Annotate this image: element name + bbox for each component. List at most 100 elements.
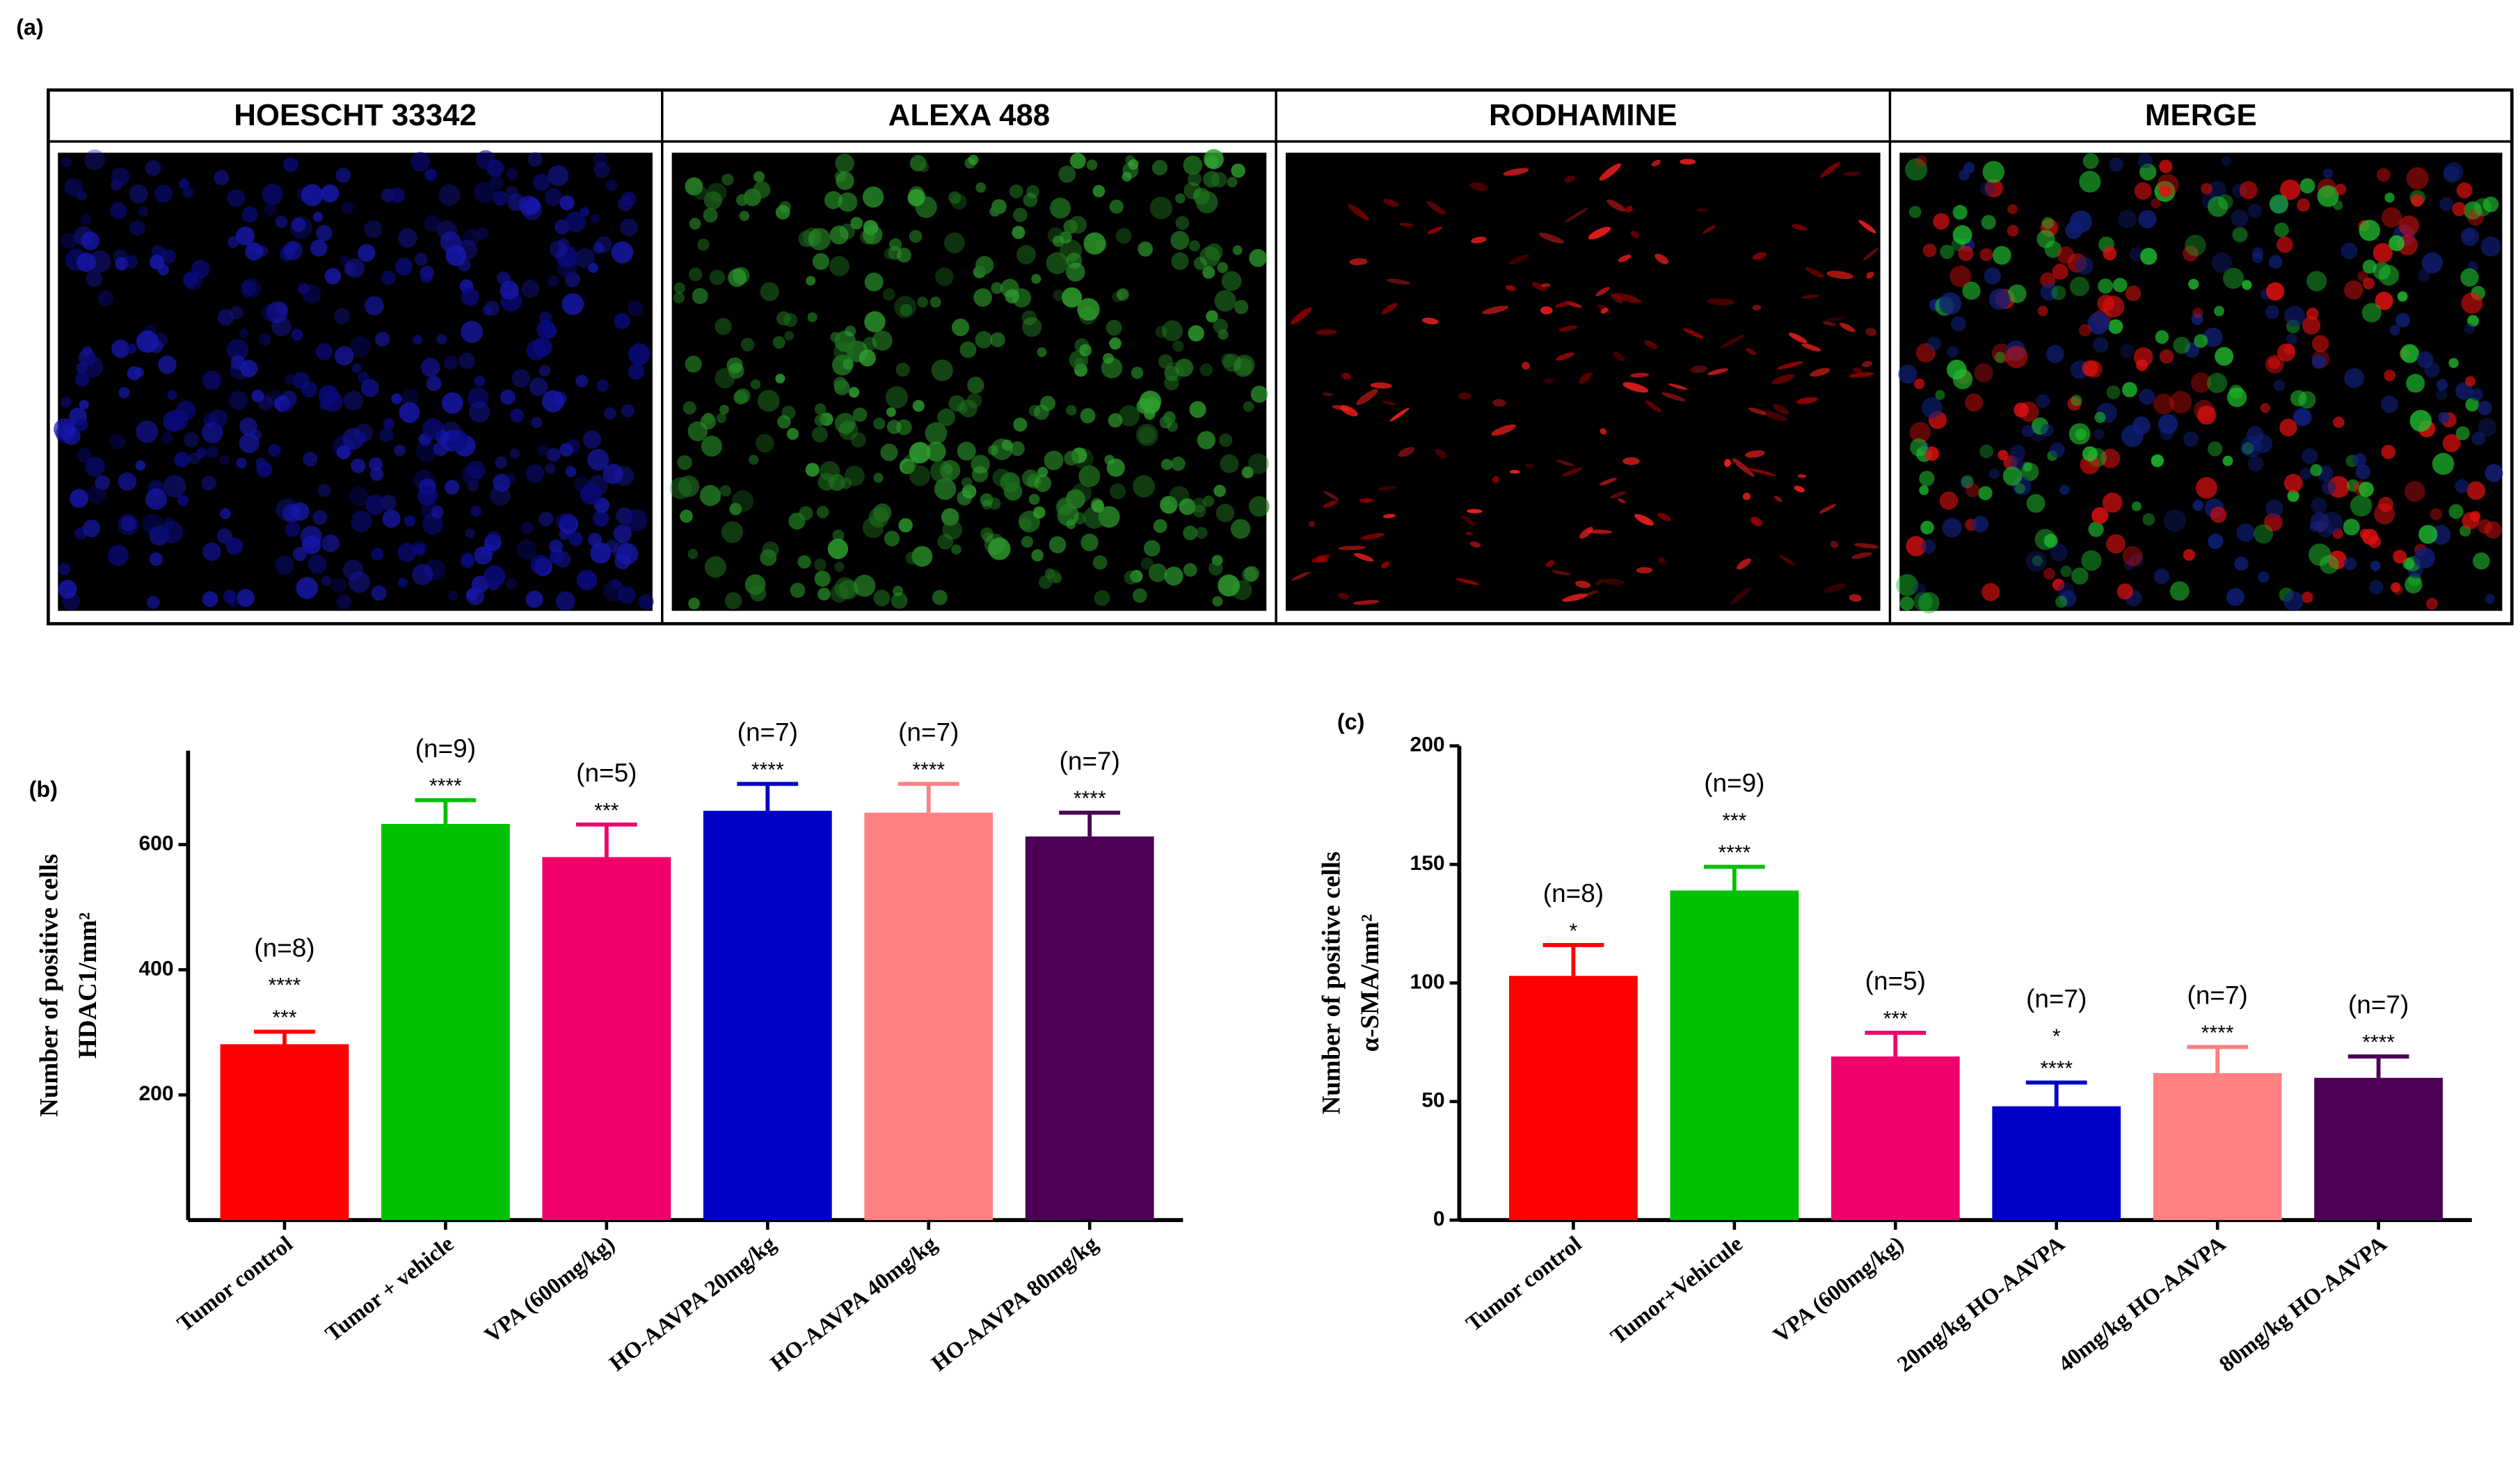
cell bbox=[760, 549, 777, 566]
bar bbox=[1670, 890, 1799, 1221]
cell bbox=[2118, 209, 2137, 229]
cell bbox=[843, 358, 854, 370]
cell bbox=[2464, 323, 2475, 335]
cell bbox=[2406, 167, 2429, 190]
cell bbox=[77, 253, 96, 272]
cell bbox=[1599, 163, 1621, 181]
cell bbox=[2037, 306, 2048, 317]
cell bbox=[349, 335, 372, 358]
error-bar bbox=[1865, 1031, 1927, 1057]
n-label: (n=7) bbox=[898, 718, 959, 747]
cell bbox=[127, 366, 142, 381]
cell bbox=[398, 228, 417, 248]
cell bbox=[2485, 594, 2495, 604]
cell bbox=[1031, 549, 1044, 562]
cell bbox=[1204, 149, 1224, 170]
cell bbox=[744, 574, 766, 595]
frame bbox=[47, 88, 2514, 626]
cell bbox=[1208, 561, 1223, 576]
cell bbox=[486, 159, 504, 177]
cell bbox=[334, 346, 354, 366]
cell bbox=[1220, 454, 1239, 473]
cell bbox=[565, 212, 586, 232]
cell bbox=[680, 509, 693, 523]
cell bbox=[1997, 450, 2009, 461]
cell bbox=[864, 272, 884, 292]
cell bbox=[2194, 333, 2208, 348]
cell bbox=[2381, 395, 2398, 413]
cell bbox=[1921, 397, 1943, 418]
cell bbox=[303, 452, 318, 467]
cell bbox=[1291, 307, 1312, 325]
cell bbox=[930, 460, 953, 483]
cell bbox=[1387, 278, 1411, 285]
cell bbox=[312, 510, 328, 525]
cell bbox=[1155, 326, 1167, 338]
cell bbox=[1250, 386, 1268, 403]
cell bbox=[1522, 362, 1531, 370]
cell bbox=[371, 585, 387, 601]
cell bbox=[415, 544, 425, 554]
cell bbox=[1234, 299, 1249, 315]
cell bbox=[1792, 224, 1808, 231]
cell bbox=[1979, 444, 1993, 459]
y-axis-label: α-SMA/mm² bbox=[1355, 914, 1384, 1052]
cell bbox=[805, 463, 820, 477]
cell bbox=[1109, 199, 1124, 214]
cell bbox=[166, 409, 189, 431]
cell bbox=[1471, 237, 1487, 244]
n-label: (n=8) bbox=[254, 933, 314, 962]
cell bbox=[1503, 168, 1529, 176]
cell bbox=[345, 258, 365, 278]
cell bbox=[1135, 423, 1158, 446]
cell bbox=[489, 175, 504, 190]
cell bbox=[237, 589, 255, 607]
cell bbox=[1575, 580, 1591, 588]
cell bbox=[239, 417, 257, 436]
cell bbox=[1153, 518, 1167, 533]
cell bbox=[161, 249, 176, 264]
cell bbox=[431, 505, 444, 518]
cell bbox=[620, 219, 638, 237]
cell bbox=[1360, 533, 1385, 540]
cell bbox=[86, 270, 103, 287]
cell bbox=[1541, 283, 1551, 287]
cell bbox=[575, 374, 589, 388]
cell bbox=[2355, 464, 2371, 480]
cell bbox=[415, 253, 428, 266]
cell bbox=[365, 495, 385, 515]
cell bbox=[1023, 192, 1038, 207]
cell bbox=[1913, 583, 1927, 596]
cell bbox=[1952, 369, 1973, 390]
cell bbox=[1630, 230, 1639, 239]
cell bbox=[1118, 405, 1140, 427]
cell bbox=[2358, 482, 2374, 498]
cell bbox=[461, 287, 479, 306]
cell bbox=[321, 576, 332, 586]
cell bbox=[1469, 182, 1488, 191]
cell bbox=[2116, 583, 2133, 600]
cell bbox=[549, 550, 564, 564]
cell bbox=[834, 170, 847, 182]
cell bbox=[1600, 308, 1609, 314]
cell bbox=[1183, 525, 1198, 541]
cell bbox=[82, 519, 101, 538]
cell bbox=[1337, 546, 1366, 550]
cell bbox=[1353, 553, 1374, 562]
y-tick-label: 100 bbox=[1410, 970, 1445, 993]
cell bbox=[638, 594, 654, 610]
cell bbox=[2203, 327, 2223, 347]
cell bbox=[2297, 198, 2311, 212]
cell bbox=[2478, 519, 2493, 534]
cell bbox=[383, 418, 395, 430]
cell bbox=[84, 149, 106, 171]
cell bbox=[555, 245, 578, 268]
cell bbox=[788, 512, 806, 530]
error-bar bbox=[415, 798, 477, 824]
cell bbox=[110, 202, 127, 219]
cell bbox=[544, 188, 562, 206]
cell bbox=[1092, 184, 1106, 198]
cell bbox=[410, 152, 431, 172]
cell bbox=[1965, 483, 1980, 498]
cell bbox=[161, 431, 173, 445]
